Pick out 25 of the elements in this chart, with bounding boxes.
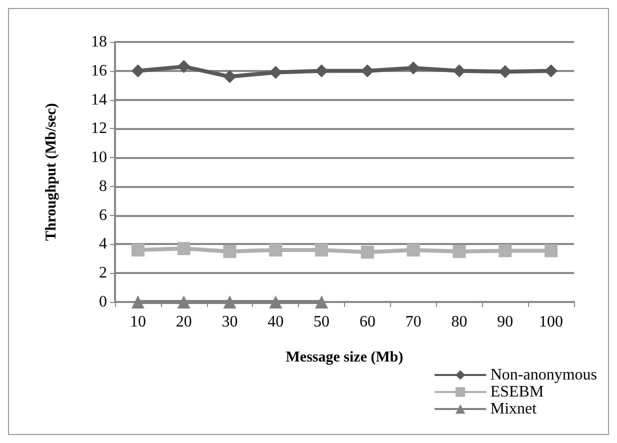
x-tick-label: 50 — [314, 314, 330, 330]
x-tick-label: 30 — [222, 314, 238, 330]
x-tick-label: 80 — [451, 314, 468, 330]
legend-label: ESEBM — [490, 384, 544, 400]
y-axis-title: Throughput (Mb/sec) — [44, 103, 60, 241]
y-tick-label: 6 — [99, 206, 107, 224]
y-tick-label: 8 — [99, 178, 107, 195]
x-tick-label: 90 — [497, 314, 514, 330]
y-tick-label: 10 — [91, 149, 107, 166]
y-tick-label: 0 — [99, 294, 107, 310]
legend-label: Non-anonymous — [490, 366, 597, 384]
x-tick-label: 10 — [130, 314, 146, 330]
x-tick-label: 20 — [176, 314, 192, 330]
y-tick-label: 14 — [91, 91, 107, 108]
x-tick-label: 100 — [539, 314, 564, 330]
legend-label: Mixnet — [490, 400, 538, 418]
y-tick-label: 12 — [91, 120, 107, 138]
x-tick-label: 60 — [359, 314, 376, 330]
y-tick-label: 16 — [91, 62, 107, 80]
y-tick-label: 2 — [99, 264, 107, 282]
y-tick-label: 4 — [99, 236, 107, 253]
x-tick-label: 40 — [268, 314, 284, 330]
x-tick-label: 70 — [405, 314, 422, 330]
x-axis-title: Message size (Mb) — [286, 350, 404, 366]
y-tick-label: 18 — [91, 34, 107, 50]
